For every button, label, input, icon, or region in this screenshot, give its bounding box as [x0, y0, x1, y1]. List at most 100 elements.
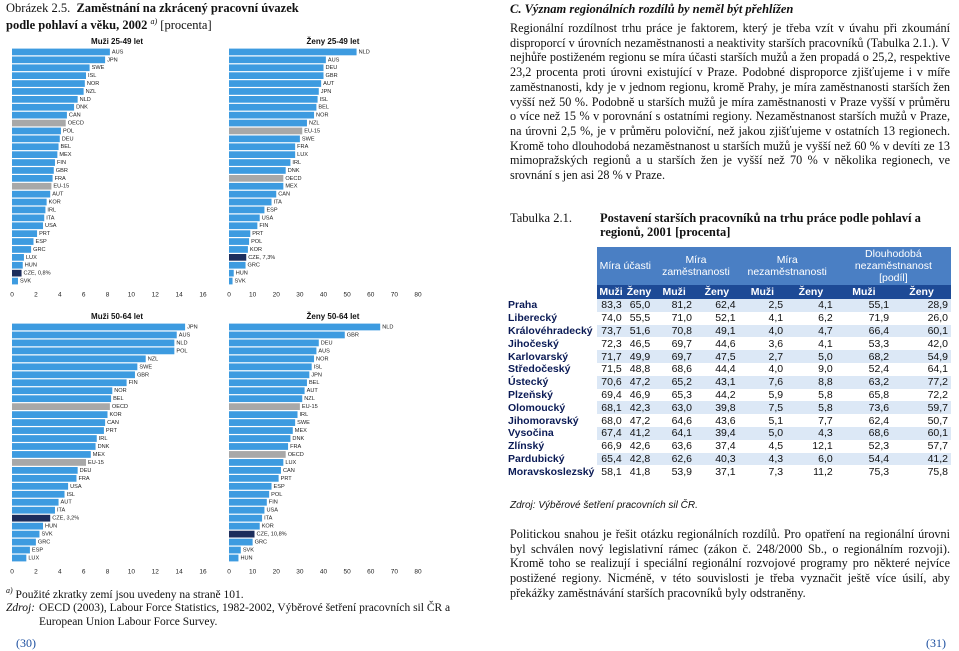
- value-cell: 39,4: [695, 426, 739, 440]
- bar-label: KOR: [250, 247, 262, 253]
- bar: [12, 403, 110, 411]
- bar-label: USA: [45, 223, 57, 229]
- bar-label: DEU: [62, 136, 74, 142]
- bar-label: CZE, 7,3%: [248, 255, 275, 261]
- bar-label: KOR: [262, 524, 274, 530]
- value-cell: 68,0: [597, 414, 625, 427]
- bar: [229, 435, 291, 442]
- x-tick-label: 20: [273, 569, 281, 576]
- bar: [229, 261, 246, 269]
- bar: [12, 269, 22, 277]
- bar: [12, 96, 78, 103]
- bar: [229, 482, 272, 490]
- bar-label: ITA: [46, 215, 55, 221]
- x-tick-label: 12: [152, 569, 160, 576]
- value-cell: 69,7: [653, 337, 696, 351]
- table-row: Karlovarský 71,7 49,9 69,7 47,5 2,7 5,0 68,2 54,…: [505, 350, 951, 363]
- value-cell: 47,5: [695, 350, 739, 363]
- x-tick-label: 50: [344, 569, 352, 576]
- value-cell: 65,4: [597, 452, 625, 466]
- bar: [229, 339, 319, 347]
- bar: [12, 339, 175, 347]
- bar-label: GBR: [326, 73, 338, 79]
- bar-label: HUN: [236, 271, 248, 277]
- bar: [12, 451, 91, 458]
- bar: [229, 411, 298, 418]
- value-cell: 41,2: [892, 452, 951, 466]
- region-cell: Liberecký: [508, 312, 558, 325]
- value-cell: 51,6: [624, 324, 654, 338]
- bar-label: SVK: [20, 279, 31, 285]
- value-cell: 4,1: [738, 311, 787, 325]
- bar-label: PRT: [252, 231, 264, 237]
- region-cell: Olomoucký: [508, 401, 566, 414]
- value-cell: 2,7: [738, 350, 787, 363]
- bar: [229, 230, 251, 237]
- bar-label: OECD: [285, 176, 301, 182]
- bar-label: CAN: [107, 420, 119, 426]
- bar: [12, 167, 54, 174]
- bar: [229, 395, 303, 403]
- value-cell: 59,7: [892, 401, 951, 415]
- bar: [12, 151, 58, 158]
- charts: Muži 25-49 letAUSJPNSWEISLNORNZLNLDDNKCA…: [10, 37, 422, 576]
- value-cell: 65,0: [624, 299, 654, 312]
- bar-label: POL: [271, 492, 282, 498]
- value-cell: 28,9: [892, 299, 951, 312]
- bar-label: CZE, 3,2%: [52, 516, 79, 522]
- paragraph: Regionální rozdílnost trhu práce je fakt…: [510, 21, 950, 183]
- value-cell: 60,1: [892, 426, 951, 440]
- x-tick-label: 10: [249, 569, 257, 576]
- value-cell: 5,0: [786, 350, 836, 363]
- bar: [12, 355, 146, 363]
- x-tick-label: 70: [391, 569, 399, 576]
- value-cell: 71,0: [653, 311, 696, 325]
- region-cell: Plzeňský: [508, 388, 553, 401]
- table-row: Moravskoslezský 58,1 41,8 53,9 37,1 7,3 11,2 75…: [505, 465, 951, 479]
- chart-title: Muži 50-64 let: [91, 312, 143, 321]
- bar: [12, 238, 34, 245]
- bar-label: DNK: [288, 168, 300, 174]
- bar-label: JPN: [187, 324, 198, 330]
- table-row: Plzeňský 69,4 46,9 65,3 44,2 5,9 5,8 65,8 72,2: [505, 388, 951, 402]
- bar: [12, 490, 65, 498]
- bar-label: OECD: [68, 121, 84, 127]
- page-number: (30): [16, 636, 36, 650]
- bar-label: ESP: [274, 484, 285, 490]
- figure-caption: Obrázek 2.5. Zaměstnání na zkrácený prac…: [6, 1, 326, 32]
- x-tick-label: 16: [199, 292, 207, 299]
- bar: [12, 56, 106, 64]
- bar: [229, 459, 284, 466]
- bar-label: EU-15: [304, 128, 320, 134]
- bar: [229, 522, 260, 530]
- value-cell: 57,7: [892, 439, 951, 453]
- source: Zdroj: OECD (2003), Labour Force Statisti…: [6, 602, 466, 629]
- bar: [12, 459, 87, 466]
- subheader-cell: Ženy: [892, 285, 951, 299]
- bar-label: FRA: [55, 176, 66, 182]
- value-cell: 72,2: [892, 388, 951, 402]
- bar-label: NOR: [114, 388, 126, 394]
- x-tick-label: 80: [414, 569, 422, 576]
- bar: [229, 355, 315, 363]
- bar: [12, 230, 38, 237]
- bar-label: DNK: [292, 436, 304, 442]
- x-tick-label: 30: [296, 292, 304, 299]
- bar-label: AUS: [179, 332, 191, 338]
- table-row: Středočeský 71,5 48,8 68,6 44,4 4,0 9,0 52,4 64,…: [505, 362, 951, 376]
- x-tick-label: 2: [34, 292, 38, 299]
- bar: [229, 182, 284, 190]
- bar-label: CZE, 0,8%: [24, 271, 51, 277]
- bar: [12, 198, 47, 206]
- x-tick-label: 4: [58, 569, 62, 576]
- bar: [12, 135, 60, 143]
- value-cell: 48,8: [624, 362, 654, 376]
- value-cell: 70,6: [597, 375, 625, 389]
- note-mark: a): [150, 17, 158, 26]
- bar: [12, 214, 45, 222]
- bar: [229, 159, 291, 166]
- source-label: Zdroj:: [6, 602, 35, 615]
- value-cell: 49,9: [624, 350, 654, 363]
- table-row: Praha 83,3 65,0 81,2 62,4 2,5 4,1 55,1 28,9: [505, 299, 951, 312]
- bar: [12, 175, 53, 182]
